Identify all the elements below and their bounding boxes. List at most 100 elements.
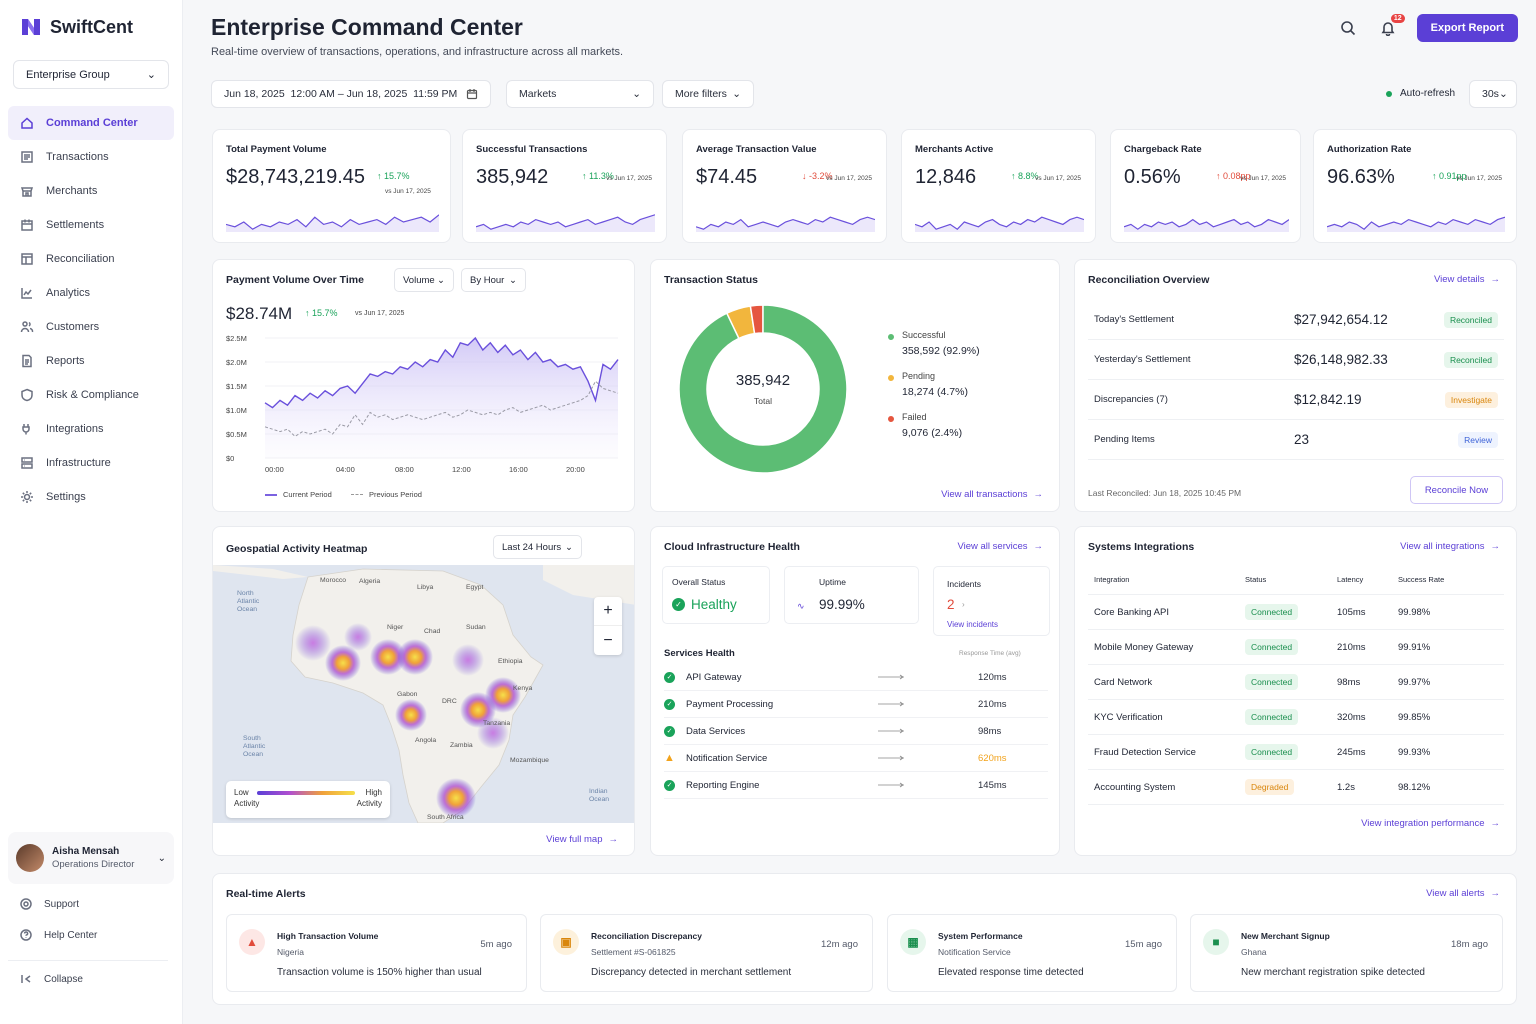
view-all-transactions-link[interactable]: View all transactions → [941, 489, 1043, 500]
metric-select[interactable]: Volume ⌄ [394, 268, 454, 292]
time-range-select[interactable]: Last 24 Hours ⌄ [493, 535, 582, 559]
x-tick-label: 12:00 [452, 465, 471, 474]
view-details-link[interactable]: View details → [1434, 274, 1500, 285]
reconciliation-row[interactable]: Discrepancies (7) $12,842.19 Investigate [1088, 380, 1504, 420]
service-row[interactable]: ✓ Data Services 98ms [664, 718, 1048, 745]
service-row[interactable]: ✓ Payment Processing 210ms [664, 691, 1048, 718]
kpi-card[interactable]: Successful Transactions 385,942 ↑ 11.3% vs … [462, 129, 667, 243]
kpi-card[interactable]: Authorization Rate 96.63% ↑ 0.91pp vs Jun 1… [1313, 129, 1517, 243]
status-badge: Reconciled [1443, 311, 1498, 328]
service-row[interactable]: ✓ Reporting Engine 145ms [664, 772, 1048, 799]
reconciliation-label: Discrepancies (7) [1094, 394, 1168, 405]
service-row[interactable]: ✓ API Gateway 120ms [664, 664, 1048, 691]
integration-row[interactable]: KYC Verification Connected 320ms 99.85% [1088, 700, 1504, 735]
view-incidents-link[interactable]: View incidents [947, 620, 998, 629]
alert-subtitle: Notification Service [938, 947, 1011, 957]
view-all-integrations-link[interactable]: View all integrations → [1400, 541, 1500, 552]
sparkline-line [1124, 218, 1289, 230]
integration-name: KYC Verification [1094, 711, 1163, 723]
reconcile-now-button[interactable]: Reconcile Now [1410, 476, 1503, 504]
map-label: Angola [415, 737, 436, 744]
y-tick-label: $0.5M [226, 430, 247, 439]
card-title: Systems Integrations [1088, 541, 1195, 553]
brand-logo[interactable]: SwiftCent [20, 16, 133, 38]
donut-slice-successful[interactable] [678, 304, 848, 474]
sidebar-item-label: Risk & Compliance [46, 389, 139, 401]
support-link[interactable]: Support [20, 898, 79, 910]
service-row[interactable]: ▲ Notification Service 620ms [664, 745, 1048, 772]
view-full-map-link[interactable]: View full map → [546, 834, 618, 845]
sidebar-item-settings[interactable]: Settings [8, 480, 174, 514]
markets-select[interactable]: Markets ⌄ [506, 80, 654, 108]
land [213, 565, 308, 579]
reconciliation-row[interactable]: Today's Settlement $27,942,654.12 Reconcil… [1088, 300, 1504, 340]
auto-refresh-toggle[interactable]: Auto-refresh [1386, 88, 1455, 99]
header-actions: 12 Export Report [1337, 14, 1518, 42]
alert-card[interactable]: ▲ High Transaction Volume Nigeria Transacti… [226, 914, 527, 992]
sidebar-item-merchants[interactable]: Merchants [8, 174, 174, 208]
heatmap-map[interactable]: Morocco Algeria Libya Egypt Niger Chad Sudan Et… [213, 565, 635, 823]
sparkline [226, 214, 439, 232]
service-response-time: 98ms [978, 725, 1002, 737]
view-all-alerts-link[interactable]: View all alerts → [1426, 888, 1500, 899]
alert-card[interactable]: ▣ Reconciliation Discrepancy Settlement #S… [540, 914, 873, 992]
sidebar-item-analytics[interactable]: Analytics [8, 276, 174, 310]
view-all-services-link[interactable]: View all services → [957, 541, 1043, 552]
alert-card[interactable]: ■ New Merchant Signup Ghana New merchant re… [1190, 914, 1503, 992]
integration-row[interactable]: Card Network Connected 98ms 99.97% [1088, 665, 1504, 700]
kpi-card[interactable]: Chargeback Rate 0.56% ↑ 0.08pp vs Jun 17, 2… [1110, 129, 1301, 243]
legend-dot [888, 416, 894, 422]
reconciliation-row[interactable]: Pending Items 23 Review [1088, 420, 1504, 460]
sidebar-item-reports[interactable]: Reports [8, 344, 174, 378]
alert-title: System Performance [938, 931, 1023, 941]
sidebar-item-integrations[interactable]: Integrations [8, 412, 174, 446]
status-cell: Connected [1245, 639, 1337, 655]
kpi-card[interactable]: Total Payment Volume $28,743,219.45 ↑ 15.7… [212, 129, 451, 243]
integration-row[interactable]: Mobile Money Gateway Connected 210ms 99.91% [1088, 630, 1504, 665]
collapse-button[interactable]: Collapse [20, 973, 83, 985]
date-range-picker[interactable]: Jun 18, 2025 12:00 AM – Jun 18, 2025 11:… [211, 80, 491, 108]
integration-success-rate: 99.93% [1398, 746, 1431, 758]
search-icon [1340, 21, 1355, 36]
kpi-card[interactable]: Average Transaction Value $74.45 ↓ -3.2% vs… [682, 129, 887, 243]
sparkline-area [1327, 217, 1505, 232]
sidebar-item-infrastructure[interactable]: Infrastructure [8, 446, 174, 480]
sidebar-item-transactions[interactable]: Transactions [8, 140, 174, 174]
zoom-in-button[interactable]: + [594, 597, 622, 626]
refresh-interval-select[interactable]: 30s ⌄ [1469, 80, 1517, 108]
sidebar-item-risk-compliance[interactable]: Risk & Compliance [8, 378, 174, 412]
view-integration-performance-link[interactable]: View integration performance → [1361, 818, 1500, 829]
legend-current: Current Period [265, 490, 332, 499]
sidebar-item-command-center[interactable]: Command Center [8, 106, 174, 140]
alert-card[interactable]: ▦ System Performance Notification Service E… [887, 914, 1177, 992]
user-menu[interactable]: Aisha Mensah Operations Director ⌄ [8, 832, 174, 884]
reconciliation-row[interactable]: Yesterday's Settlement $26,148,982.33 Reco… [1088, 340, 1504, 380]
sidebar-item-customers[interactable]: Customers [8, 310, 174, 344]
interval-select[interactable]: By Hour ⌄ [461, 268, 526, 292]
export-report-button[interactable]: Export Report [1416, 14, 1518, 42]
integration-latency: 98ms [1337, 676, 1361, 688]
kpi-card[interactable]: Merchants Active 12,846 ↑ 8.8% vs Jun 17, 2… [901, 129, 1096, 243]
heat-spot [295, 625, 331, 661]
org-selector[interactable]: Enterprise Group ⌄ [13, 60, 169, 89]
legend-low-label: Low Activity [234, 788, 260, 808]
collapse-icon [21, 975, 31, 983]
link-label: View all transactions [941, 489, 1028, 500]
logo-icon [22, 19, 40, 35]
sidebar-item-settlements[interactable]: Settlements [8, 208, 174, 242]
integration-row[interactable]: Core Banking API Connected 105ms 99.98% [1088, 595, 1504, 630]
zoom-out-button[interactable]: − [603, 631, 613, 649]
search-button[interactable] [1337, 17, 1359, 39]
map-label: South Africa [427, 814, 464, 821]
kpi-label: Average Transaction Value [696, 144, 817, 155]
integration-row[interactable]: Fraud Detection Service Connected 245ms 99.… [1088, 735, 1504, 770]
sidebar-item-reconciliation[interactable]: Reconciliation [8, 242, 174, 276]
check-circle-icon: ✓ [664, 725, 686, 737]
notifications-button[interactable]: 12 [1377, 14, 1405, 39]
more-filters-button[interactable]: More filters ⌄ [662, 80, 754, 108]
help-center-link[interactable]: Help Center [20, 929, 97, 941]
legend-high-label: High Activity [356, 788, 382, 808]
time-range-value: Last 24 Hours [502, 541, 562, 553]
cloud-health-card: Cloud Infrastructure Health View all ser… [650, 526, 1060, 856]
integration-row[interactable]: Accounting System Degraded 1.2s 98.12% [1088, 770, 1504, 805]
